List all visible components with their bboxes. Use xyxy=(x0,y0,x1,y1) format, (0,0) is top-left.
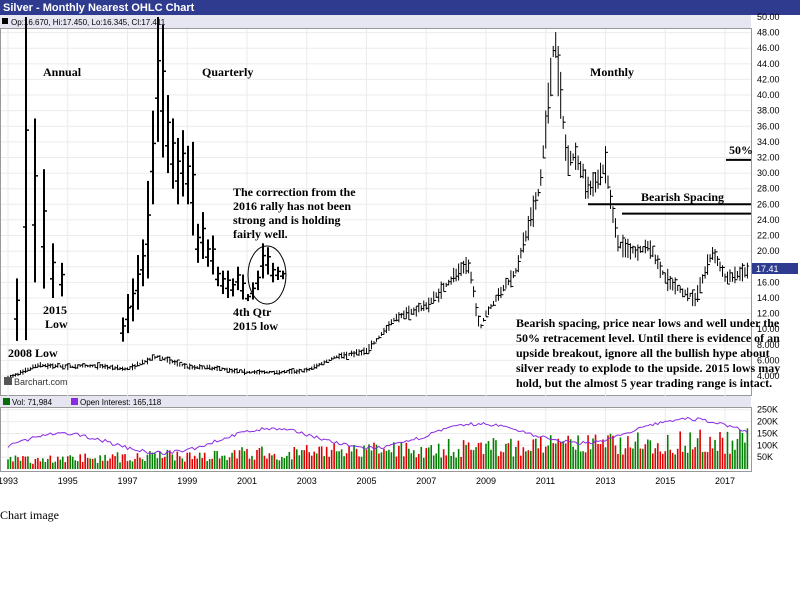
x-tick-label: 1999 xyxy=(177,476,197,486)
quarterly-ohlc-inset xyxy=(120,17,286,342)
annotation-correction-3: strong and is holding xyxy=(233,213,341,227)
annotation-correction-2: 2016 rally has not been xyxy=(233,199,351,213)
price-tick-label: 8.000 xyxy=(757,340,780,350)
annotation-note-5: hold, but the almost 5 year trading rang… xyxy=(516,376,772,390)
annotation-2015: 2015 xyxy=(43,303,67,317)
x-tick-label: 2017 xyxy=(715,476,735,486)
price-tick-label: 38.00 xyxy=(757,106,780,116)
price-tick-label: 30.00 xyxy=(757,168,780,178)
annotation-4th-qtr: 4th Qtr xyxy=(233,305,272,319)
volume-legend-strip xyxy=(0,396,751,407)
x-tick-label: 2015 xyxy=(655,476,675,486)
volume-panel xyxy=(0,407,752,472)
volume-bars xyxy=(7,428,749,469)
annotation-note-4: silver ready to explode to the upside. 2… xyxy=(516,361,780,375)
annual-ohlc-inset xyxy=(14,17,65,341)
annotation-note-3: upside breakout, ignore all the bullish … xyxy=(516,346,770,360)
x-tick-label: 2001 xyxy=(237,476,257,486)
open-interest-legend: Open Interest: 165,118 xyxy=(80,398,162,407)
price-tick-label: 40.00 xyxy=(757,90,780,100)
annotation-correction-4: fairly well. xyxy=(233,227,288,241)
open-interest-line xyxy=(7,416,748,456)
last-price-badge xyxy=(752,263,798,274)
annotation-monthly: Monthly xyxy=(590,65,634,79)
x-tick-label: 2011 xyxy=(536,476,555,486)
x-tick-label: 1993 xyxy=(0,476,18,486)
volume-tick-label: 200K xyxy=(757,417,778,427)
x-tick-label: 2003 xyxy=(297,476,317,486)
annotation-50-percent: 50% xyxy=(729,143,753,157)
volume-tick-label: 100K xyxy=(757,440,778,450)
x-axis: 1993 1995 1997 1999 2001 2003 2005 2007 2009 2011… xyxy=(0,476,735,486)
price-tick-label: 26.00 xyxy=(757,199,780,209)
annotation-correction-1: The correction from the xyxy=(233,185,356,199)
price-tick-label: 24.00 xyxy=(757,215,780,225)
caption: Chart image xyxy=(0,508,59,522)
price-tick-label: 10.00 xyxy=(757,324,780,334)
watermark: Barchart.com xyxy=(14,377,68,387)
title-bar xyxy=(0,0,800,15)
price-panel xyxy=(0,28,752,396)
price-tick-label: 6.000 xyxy=(757,355,780,365)
legend-strip xyxy=(0,15,751,28)
annotation-note-1: Bearish spacing, price near lows and wel… xyxy=(516,316,780,330)
price-tick-label: 50.00 xyxy=(757,12,780,22)
reference-lines xyxy=(588,158,751,215)
price-tick-label: 34.00 xyxy=(757,137,780,147)
last-price-label: 17.41 xyxy=(756,264,779,274)
x-tick-label: 1997 xyxy=(118,476,138,486)
x-tick-label: 1995 xyxy=(58,476,78,486)
annotation-bearish-spacing: Bearish Spacing xyxy=(641,190,724,204)
monthly-ohlc-series xyxy=(6,32,749,379)
price-y-axis: 50.00 48.00 46.00 44.00 42.00 40.00 38.00 36.00… xyxy=(757,12,780,381)
volume-tick-label: 50K xyxy=(757,452,773,462)
price-tick-label: 22.00 xyxy=(757,231,780,241)
ohlc-legend: Op:16.670, Hi:17.450, Lo:16.345, Cl:17.4… xyxy=(11,18,166,27)
price-tick-label: 12.00 xyxy=(757,309,780,319)
price-tick-label: 46.00 xyxy=(757,43,780,53)
chart-title: Silver - Monthly Nearest OHLC Chart xyxy=(3,2,195,14)
price-tick-label: 4.000 xyxy=(757,371,780,381)
price-tick-label: 42.00 xyxy=(757,74,780,84)
price-tick-label: 14.00 xyxy=(757,293,780,303)
annotation-note-2: 50% retracement level. Until there is ev… xyxy=(516,331,780,345)
barchart-logo-icon xyxy=(4,377,12,385)
volume-tick-label: 150K xyxy=(757,428,778,438)
annotation-annual: Annual xyxy=(43,65,82,79)
x-tick-label: 2009 xyxy=(476,476,496,486)
volume-tick-label: 250K xyxy=(757,405,778,415)
circle-highlight xyxy=(247,245,287,305)
x-tick-label: 2007 xyxy=(416,476,436,486)
price-tick-label: 36.00 xyxy=(757,121,780,131)
volume-legend-icon xyxy=(3,398,10,405)
volume-legend: Vol: 71,984 xyxy=(12,398,53,407)
annotation-quarterly: Quarterly xyxy=(202,65,253,79)
price-tick-label: 20.00 xyxy=(757,246,780,256)
open-interest-legend-icon xyxy=(71,398,78,405)
price-tick-label: 44.00 xyxy=(757,59,780,69)
price-tick-label: 32.00 xyxy=(757,152,780,162)
price-tick-label: 28.00 xyxy=(757,184,780,194)
annotation-2015-low: 2015 low xyxy=(233,319,278,333)
annotation-low: Low xyxy=(45,317,68,331)
price-tick-label: 48.00 xyxy=(757,28,780,38)
x-tick-label: 2005 xyxy=(357,476,377,486)
price-tick-label: 16.00 xyxy=(757,277,780,287)
x-tick-label: 2013 xyxy=(596,476,616,486)
legend-square-icon xyxy=(2,18,8,24)
annotation-2008-low: 2008 Low xyxy=(8,346,58,360)
